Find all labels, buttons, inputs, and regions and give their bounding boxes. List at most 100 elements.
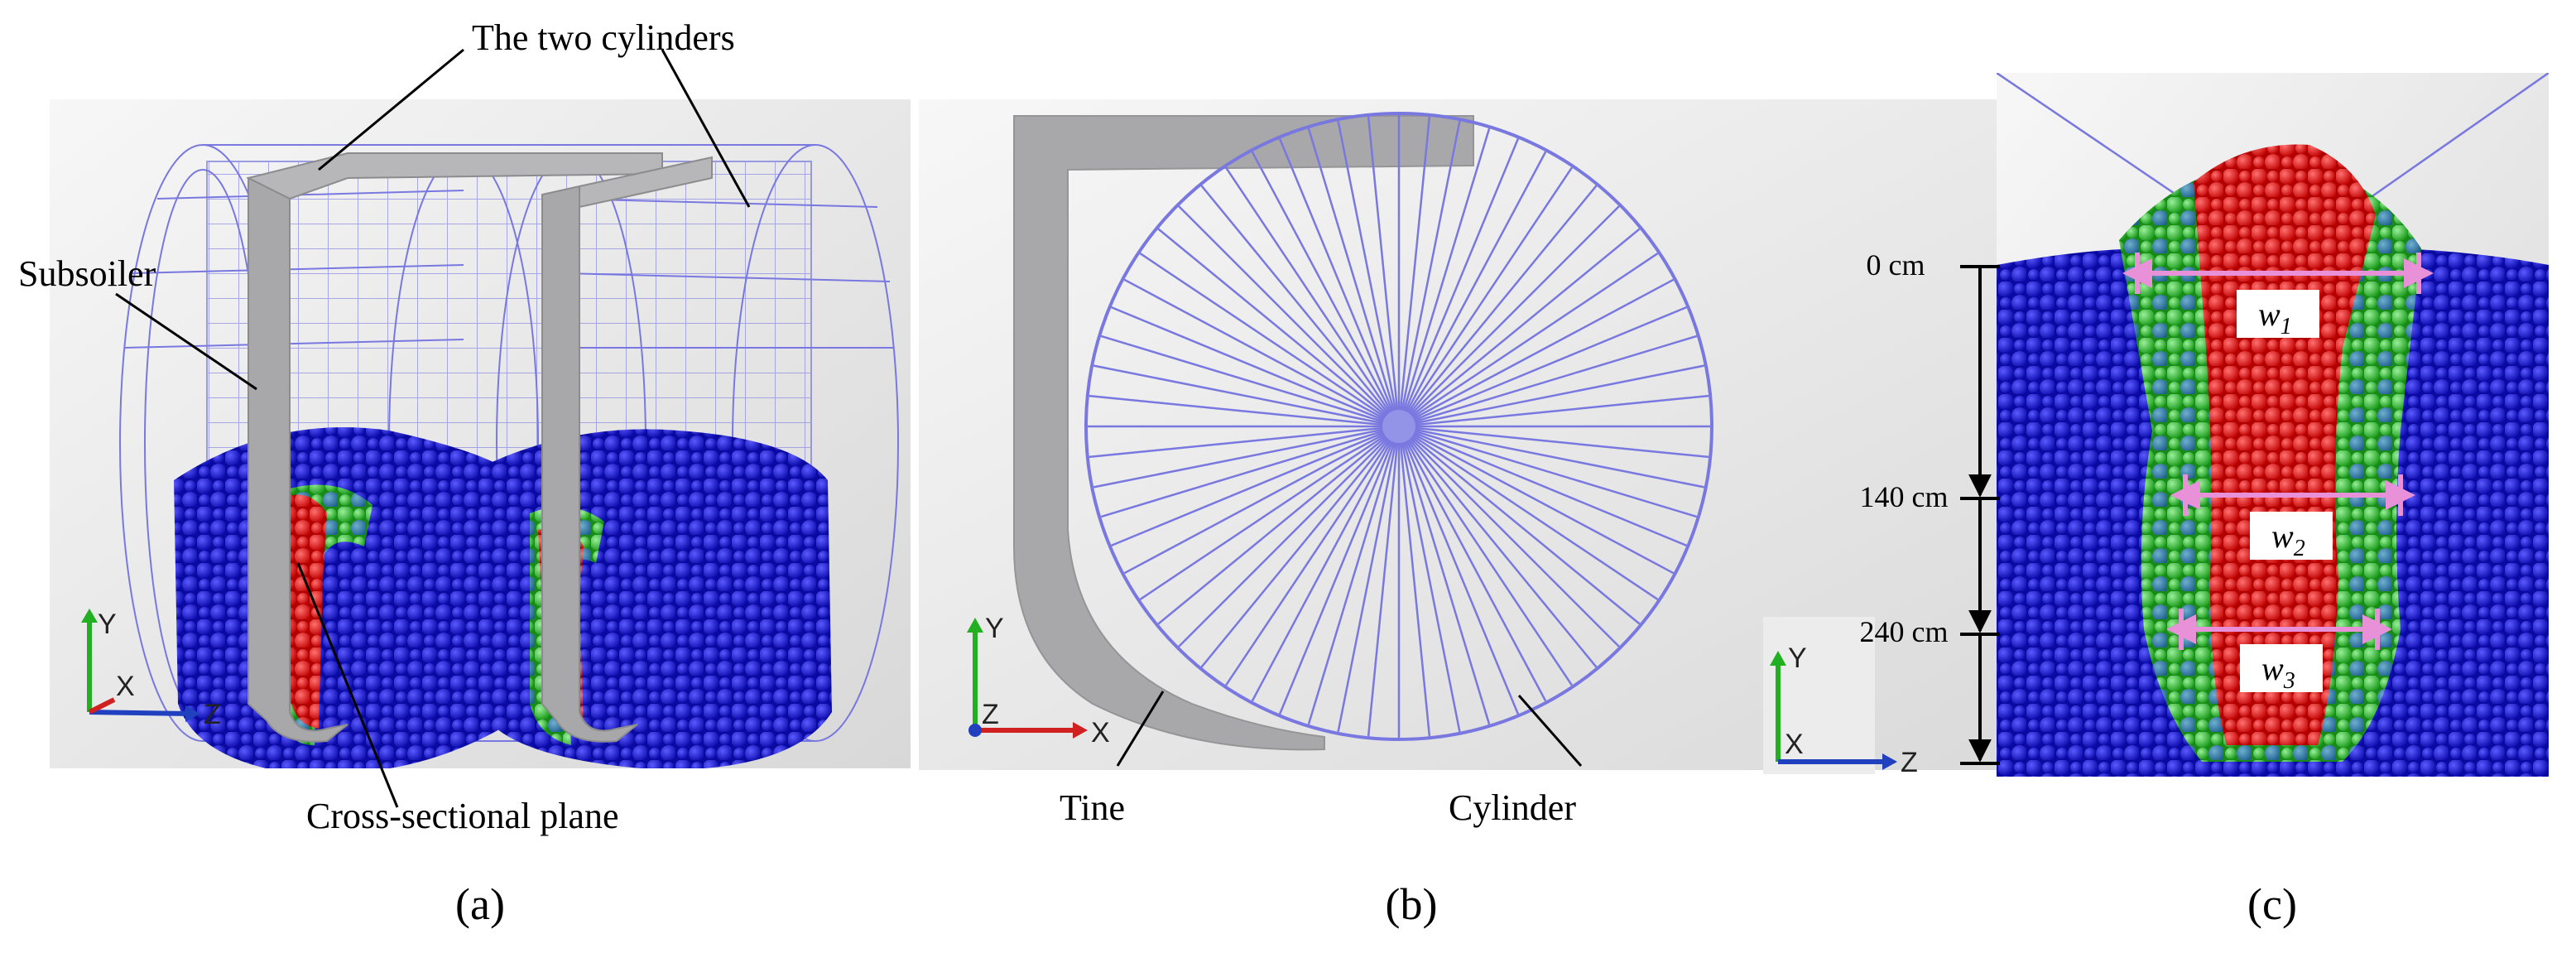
cylinder-spokes <box>1088 115 1710 738</box>
cylinder-spoke <box>1089 425 1400 459</box>
cylinder-spoke <box>1337 120 1401 427</box>
cylinder-spoke <box>1278 138 1401 427</box>
subsoiler <box>246 152 713 743</box>
cylinder-spoke <box>1398 278 1675 428</box>
width-arrows <box>2122 253 2434 650</box>
cylinder-spoke <box>1397 426 1461 733</box>
cylinder-spoke <box>1397 151 1547 427</box>
caption-c: (c) <box>2247 879 2297 929</box>
cylinder-spoke <box>1123 278 1400 428</box>
cylinder-spoke <box>1398 425 1675 575</box>
axis-z-label-b: Z <box>982 699 999 730</box>
cylinder-spoke <box>1398 394 1709 428</box>
cylinder-spoke <box>1398 425 1705 489</box>
cylinder-spoke <box>1139 253 1400 428</box>
cylinder-spoke <box>1367 426 1401 737</box>
panel-c: Y X Z 0 cm 140 cm 240 cm <box>1763 73 2549 929</box>
disturbed-zone-left-core <box>286 494 327 729</box>
axis-triad-c-arrows: Y X Z <box>1763 617 1918 778</box>
label-cross-sectional-plane: Cross-sectional plane <box>306 796 619 836</box>
cylinder-spoke <box>1093 425 1400 489</box>
cylinder-spoke <box>1398 228 1641 427</box>
depth-label-240: 240 cm <box>1860 615 1949 648</box>
cylinder-spoke <box>1398 425 1698 518</box>
w3-sub: 3 <box>2283 668 2295 694</box>
width-label-w3: w3 <box>2240 644 2323 694</box>
cylinder-spoke <box>1397 426 1547 702</box>
axis-x-label-a: X <box>116 671 135 702</box>
label-two-cylinders: The two cylinders <box>472 17 735 58</box>
caption-a: (a) <box>455 879 505 929</box>
depth-scale <box>1960 265 2000 765</box>
cylinder-spoke <box>1251 426 1401 702</box>
cylinder-spoke <box>1397 116 1431 427</box>
tine <box>1013 115 1474 751</box>
w2-sub: 2 <box>2294 536 2305 561</box>
cylinder-spoke <box>1398 253 1659 428</box>
w3-base: w <box>2261 650 2284 687</box>
cylinder-spoke <box>1307 426 1401 725</box>
cylinder-spoke <box>1139 425 1400 600</box>
cylinder-spoke <box>1397 120 1461 427</box>
cylinder-spoke <box>1398 426 1641 625</box>
cylinder-spoke <box>1397 426 1431 737</box>
cylinder-spoke <box>1200 185 1400 427</box>
cylinder-spoke <box>1089 394 1400 428</box>
cylinder-spoke <box>1397 426 1520 715</box>
cylinder-spoke <box>1093 364 1400 428</box>
cylinder-spoke <box>1397 426 1573 686</box>
width-label-w1: w1 <box>2237 290 2319 339</box>
cylinder-spoke <box>1123 425 1400 575</box>
svg-text:w2: w2 <box>2271 517 2305 561</box>
axis-triad-a: Y X Z <box>81 609 221 730</box>
cylinder-spoke <box>1397 166 1573 427</box>
cylinder-spoke <box>1178 205 1400 427</box>
cylinder-spoke <box>1157 228 1400 427</box>
cylinder-spoke <box>1398 425 1659 600</box>
svg-text:w1: w1 <box>2258 296 2292 339</box>
cylinder-spoke <box>1398 364 1705 428</box>
cylinder-spoke <box>1100 425 1400 518</box>
cylinder-spoke <box>1397 128 1491 427</box>
cylinder-spoke <box>1157 426 1400 625</box>
cylinder-spoke <box>1307 128 1401 427</box>
cylinder-spoke <box>1398 335 1698 428</box>
svg-text:w3: w3 <box>2261 650 2295 694</box>
label-tine: Tine <box>1060 787 1125 828</box>
cylinder-spoke <box>1398 426 1620 647</box>
axis-x-label-c: X <box>1785 729 1804 760</box>
label-cylinder: Cylinder <box>1449 787 1576 828</box>
panel-a: Y X Z The two cylinders Subsoiler Cross-… <box>18 17 911 929</box>
cylinder-spoke <box>1337 426 1401 733</box>
width-label-w2: w2 <box>2250 512 2333 561</box>
cylinder-spoke <box>1111 306 1400 428</box>
w1-base: w <box>2258 296 2280 333</box>
cylinder-spoke <box>1367 116 1401 427</box>
cylinder-spoke <box>1100 335 1400 428</box>
cylinder-spoke <box>1397 426 1491 725</box>
cylinder-spoke <box>1178 426 1400 647</box>
cylinder-spoke <box>1111 425 1400 547</box>
cylinder-spoke <box>1398 425 1687 547</box>
axis-y-label-a: Y <box>98 609 117 640</box>
leader-lines-a <box>115 48 751 808</box>
w1-sub: 1 <box>2280 314 2292 339</box>
axis-z-label-a: Z <box>204 699 221 730</box>
cylinder-spoke <box>1398 306 1687 428</box>
axis-y-label-c: Y <box>1788 643 1807 674</box>
axis-z-label-c: Z <box>1901 747 1918 778</box>
cylinder-hub <box>1382 410 1415 443</box>
cylinder-spoke <box>1200 426 1400 668</box>
cylinder-rim <box>1084 112 1713 741</box>
label-subsoiler: Subsoiler <box>18 253 156 294</box>
cylinder-spoke <box>1397 138 1520 427</box>
depth-label-140: 140 cm <box>1860 480 1949 513</box>
axis-triad-b: Y Z X <box>967 613 1110 748</box>
cylinder-spoke <box>1278 426 1401 715</box>
cylinder-spoke <box>1398 205 1620 427</box>
axis-x-label-b: X <box>1091 717 1110 748</box>
cylinder-spoke <box>1251 151 1401 427</box>
cylinder-spoke <box>1398 425 1709 459</box>
w2-base: w <box>2271 517 2294 555</box>
